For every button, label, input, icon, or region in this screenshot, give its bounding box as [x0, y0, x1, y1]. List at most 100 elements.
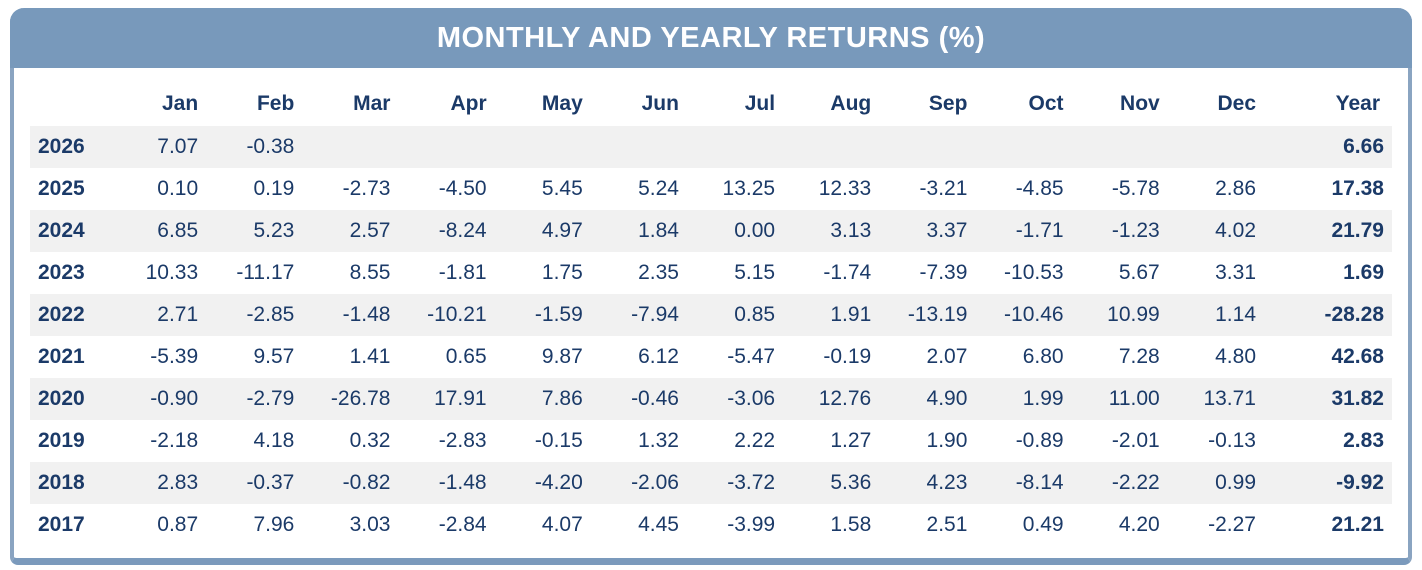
column-header-oct: Oct [1028, 92, 1064, 115]
monthly-return-cell: 1.84 [638, 219, 679, 242]
monthly-return-cell: -2.85 [246, 303, 295, 326]
column-header-mar: Mar [353, 92, 391, 115]
monthly-return-cell: -7.94 [631, 303, 679, 326]
monthly-return-cell: 5.45 [541, 177, 583, 200]
row-label: 2020 [38, 387, 85, 410]
monthly-return-cell: 0.65 [445, 345, 487, 368]
monthly-return-cell: -2.79 [246, 387, 295, 410]
monthly-return-cell: 12.33 [818, 177, 872, 200]
column-header-aug: Aug [830, 92, 872, 115]
monthly-return-cell: 4.23 [926, 471, 968, 494]
monthly-return-cell: 0.85 [734, 303, 776, 326]
year-return-cell: 17.38 [1331, 177, 1384, 200]
monthly-return-cell: 12.76 [818, 387, 872, 410]
monthly-return-cell: -10.53 [1004, 261, 1064, 284]
monthly-return-cell: -13.19 [907, 303, 968, 326]
monthly-return-cell: 5.23 [253, 219, 295, 242]
monthly-return-cell: 1.75 [541, 261, 583, 284]
monthly-return-cell: 4.20 [1118, 513, 1160, 536]
monthly-return-cell: 2.83 [157, 471, 199, 494]
column-header-jan: Jan [161, 92, 199, 115]
monthly-return-cell: 6.12 [638, 345, 679, 368]
monthly-return-cell: -0.19 [823, 345, 872, 368]
monthly-return-cell: 8.55 [349, 261, 391, 284]
monthly-return-cell: -7.39 [919, 261, 968, 284]
monthly-return-cell [1076, 126, 1172, 168]
monthly-return-cell: -0.13 [1208, 429, 1256, 452]
monthly-return-cell: -0.90 [150, 387, 199, 410]
monthly-return-cell: 7.86 [541, 387, 583, 410]
monthly-return-cell: 1.90 [926, 429, 968, 452]
monthly-return-cell: 0.10 [157, 177, 199, 200]
monthly-return-cell: -2.18 [150, 429, 199, 452]
monthly-return-cell: -26.78 [330, 387, 391, 410]
monthly-return-cell: 2.51 [926, 513, 968, 536]
monthly-return-cell: 1.41 [349, 345, 391, 368]
monthly-return-cell: -1.48 [342, 303, 391, 326]
monthly-return-cell: 0.99 [1215, 471, 1256, 494]
row-label: 2024 [38, 219, 85, 242]
column-header-may: May [541, 92, 583, 115]
column-header-sep: Sep [928, 92, 968, 115]
monthly-return-cell: 3.13 [830, 219, 872, 242]
column-header-jul: Jul [744, 92, 776, 115]
table-container: Jan Feb Mar Apr May Jun Jul Aug Sep Oct Nov Dec Year… [14, 68, 1408, 558]
monthly-return-cell: -0.82 [342, 471, 391, 494]
monthly-return-cell: 0.00 [734, 219, 776, 242]
table-row-2020: 2020 -0.90 -2.79 -26.78 17.91 7.86 -0.46 -3.06 1… [30, 378, 1392, 420]
monthly-return-cell [306, 126, 402, 168]
monthly-return-cell: 5.15 [734, 261, 776, 284]
monthly-return-cell: 13.25 [722, 177, 776, 200]
monthly-return-cell: 2.07 [926, 345, 968, 368]
table-row-2018: 2018 2.83 -0.37 -0.82 -1.48 -4.20 -2.06 -3.72 5.… [30, 462, 1392, 504]
monthly-return-cell: -0.89 [1015, 429, 1064, 452]
monthly-return-cell: 7.07 [157, 135, 199, 158]
year-return-cell: -28.28 [1324, 303, 1384, 326]
monthly-return-cell: -5.39 [150, 345, 199, 368]
monthly-return-cell: -1.74 [823, 261, 872, 284]
year-return-cell: -9.92 [1336, 471, 1384, 494]
table-row-2021: 2021 -5.39 9.57 1.41 0.65 9.87 6.12 -5.47 -0.19 2… [30, 336, 1392, 378]
monthly-return-cell: 5.36 [830, 471, 872, 494]
monthly-return-cell: 7.96 [253, 513, 295, 536]
monthly-return-cell: 0.49 [1022, 513, 1064, 536]
monthly-return-cell: 1.14 [1215, 303, 1256, 326]
monthly-return-cell: -8.14 [1015, 471, 1064, 494]
table-row-2022: 2022 2.71 -2.85 -1.48 -10.21 -1.59 -7.94 0.85 1.… [30, 294, 1392, 336]
monthly-return-cell: -4.50 [438, 177, 487, 200]
monthly-return-cell: 6.85 [157, 219, 199, 242]
monthly-return-cell: 1.99 [1022, 387, 1064, 410]
year-return-cell: 21.21 [1331, 513, 1384, 536]
monthly-return-cell: 2.86 [1215, 177, 1256, 200]
monthly-return-cell: 2.71 [157, 303, 199, 326]
monthly-return-cell: -11.17 [236, 261, 295, 284]
monthly-return-cell: 3.37 [926, 219, 968, 242]
row-label: 2018 [38, 471, 85, 494]
monthly-return-cell: 10.33 [145, 261, 199, 284]
monthly-return-cell: -2.01 [1111, 429, 1160, 452]
column-header-year: Year [1335, 92, 1380, 115]
monthly-return-cell: -2.83 [438, 429, 487, 452]
row-label: 2023 [38, 261, 85, 284]
monthly-return-cell: 1.58 [830, 513, 872, 536]
row-label: 2017 [38, 513, 85, 536]
monthly-return-cell: 0.19 [253, 177, 295, 200]
monthly-return-cell: -1.48 [438, 471, 487, 494]
monthly-return-cell: -8.24 [438, 219, 487, 242]
table-row-2024: 2024 6.85 5.23 2.57 -8.24 4.97 1.84 0.00 3.13 3.3… [30, 210, 1392, 252]
monthly-return-cell: -2.06 [631, 471, 679, 494]
monthly-return-cell: 0.32 [349, 429, 391, 452]
row-label: 2022 [38, 303, 85, 326]
row-label: 2019 [38, 429, 85, 452]
monthly-return-cell: 11.00 [1108, 387, 1160, 410]
monthly-return-cell: 2.22 [734, 429, 776, 452]
monthly-return-cell: 3.03 [349, 513, 391, 536]
monthly-return-cell: 2.35 [638, 261, 679, 284]
monthly-return-cell: -3.21 [919, 177, 968, 200]
monthly-return-cell: -5.47 [727, 345, 776, 368]
table-row-2026: 2026 7.07 -0.38 6.66 [30, 126, 1392, 168]
row-label-header [30, 76, 114, 126]
monthly-return-cell: 4.07 [541, 513, 583, 536]
monthly-return-cell: -1.23 [1111, 219, 1160, 242]
